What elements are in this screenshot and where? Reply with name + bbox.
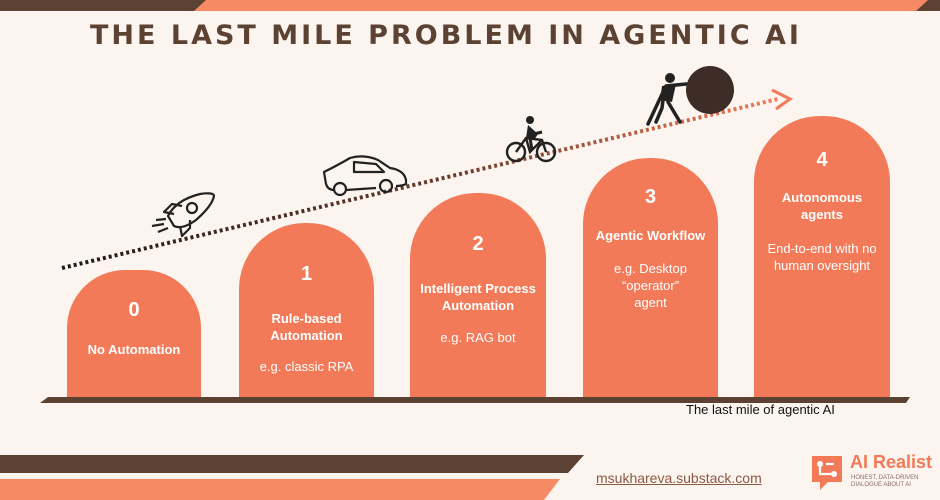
bottom-stripes (0, 455, 584, 500)
stage-example: End-to-end with no human oversight (767, 241, 877, 273)
ground-line (40, 397, 910, 403)
stage-number: 1 (300, 263, 313, 285)
boulder-pusher-icon (646, 66, 734, 126)
stage-label: Intelligent Process Automation (420, 281, 536, 313)
stage-example: e.g. RAG bot (440, 330, 516, 345)
stage-label: Agentic Workflow (595, 228, 706, 243)
stage-example: e.g. classic RPA (259, 359, 354, 374)
stage-number: 0 (128, 299, 140, 321)
stage-2: 2 Intelligent Process Automation e.g. RA… (410, 193, 546, 398)
logo-icon (812, 456, 842, 490)
top-stripes (0, 0, 940, 14)
stage-3: 3 Agentic Workflow e.g. Desktop “operato… (583, 158, 718, 398)
brand-tagline: HONEST, DATA-DRIVEN DIALOGUE ABOUT AI (851, 475, 919, 488)
stage-number: 3 (644, 186, 657, 208)
stage-4: 4 Autonomous agents End-to-end with no h… (754, 116, 890, 398)
car-icon (322, 155, 408, 197)
last-mile-caption: The last mile of agentic AI (686, 402, 835, 417)
stage-1: 1 Rule-based Automation e.g. classic RPA (239, 223, 374, 398)
stage-label: Autonomous agents (781, 190, 863, 222)
stage-0: 0 No Automation (67, 270, 201, 398)
rocket-icon (151, 192, 216, 238)
substack-link[interactable]: msukhareva.substack.com (596, 470, 762, 486)
stage-example: e.g. Desktop “operator” agent (614, 261, 687, 310)
stage-number: 2 (472, 233, 484, 255)
cyclist-icon (505, 116, 557, 163)
arrow-icon (771, 88, 793, 111)
stage-label: No Automation (87, 342, 181, 357)
page-title: THE LAST MILE PROBLEM IN AGENTIC AI (90, 20, 802, 51)
stage-label: Rule-based Automation (270, 311, 343, 343)
brand-name: AI Realist (850, 452, 933, 472)
brand-logo: AI Realist HONEST, DATA-DRIVEN DIALOGUE … (808, 452, 934, 494)
stage-number: 4 (816, 149, 828, 171)
